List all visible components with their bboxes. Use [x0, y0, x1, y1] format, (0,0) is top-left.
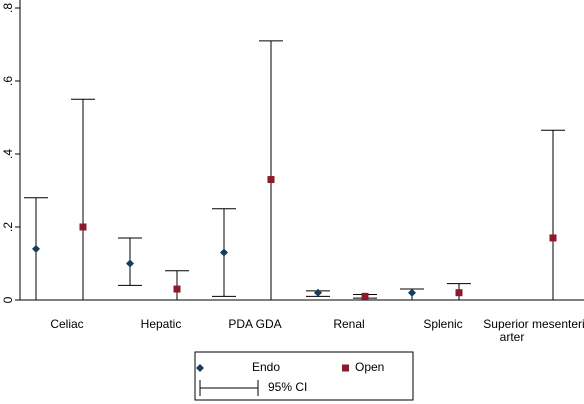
open-point — [267, 176, 275, 184]
legend-marker — [342, 364, 349, 372]
y-tick-label: .4 — [1, 149, 15, 159]
y-tick-label: .6 — [1, 76, 15, 86]
endo-point — [314, 288, 322, 297]
x-tick-label: Superior mesenteric arter — [483, 317, 584, 344]
endo-point — [220, 248, 228, 257]
legend-box — [194, 351, 414, 401]
legend-label: Open — [355, 360, 384, 374]
x-tick-label: Hepatic — [141, 317, 182, 331]
x-tick-label: Celiac — [50, 317, 83, 331]
legend-label: 95% CI — [268, 380, 307, 394]
x-tick-label: PDA GDA — [228, 317, 281, 331]
open-point — [361, 292, 369, 300]
x-tick-label: Renal — [333, 317, 364, 331]
legend-marker — [196, 364, 204, 372]
y-tick-label: 0 — [1, 296, 15, 303]
open-point — [79, 223, 87, 231]
y-tick-label: .8 — [1, 3, 15, 13]
open-point — [455, 289, 463, 297]
endo-point — [126, 259, 134, 268]
y-tick-label: .2 — [1, 222, 15, 232]
legend-label: Endo — [252, 360, 280, 374]
open-point — [173, 285, 181, 293]
endo-point — [408, 288, 416, 297]
endo-point — [32, 244, 40, 253]
x-tick-label: Splenic — [423, 317, 462, 331]
open-point — [549, 234, 557, 242]
